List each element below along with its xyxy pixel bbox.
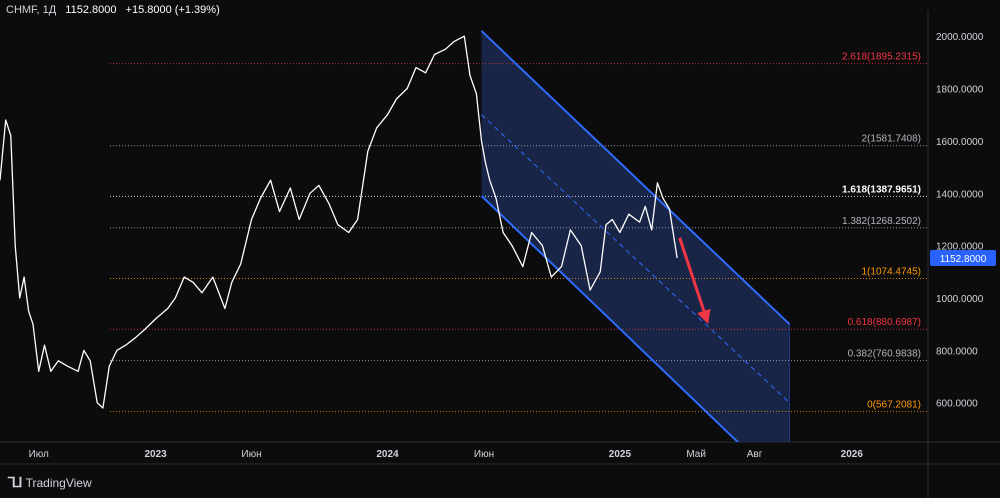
channel-lower-line <box>480 195 740 442</box>
y-tick-label-6: 800.0000 <box>936 346 978 357</box>
x-tick-label-6: Май <box>686 449 706 460</box>
plot-area <box>0 30 928 442</box>
y-tick-label-1: 1800.0000 <box>936 85 984 96</box>
y-tick-label-7: 600.0000 <box>936 399 978 410</box>
fib-label-5: 0.618(880.6987) <box>848 317 921 328</box>
channel-fill <box>481 30 790 442</box>
y-tick-label-0: 2000.0000 <box>936 32 984 43</box>
fib-label-2: 1.618(1387.9651) <box>842 184 921 195</box>
tradingview-logo-icon: ⅂⅃ <box>8 474 23 490</box>
tradingview-name: TradingView <box>25 475 92 490</box>
x-tick-label-4: Июн <box>474 449 494 460</box>
price-change: +15.8000 (+1.39%) <box>125 4 220 16</box>
y-tick-label-3: 1400.0000 <box>936 189 984 200</box>
current-price-label: 1152.8000 <box>940 254 987 265</box>
fib-label-3: 1.382(1268.2502) <box>842 216 921 227</box>
x-tick-label-0: Июл <box>29 449 49 460</box>
y-tick-label-2: 1600.0000 <box>936 137 984 148</box>
forecast-arrow-shaft <box>678 237 706 312</box>
channel-middle-line <box>481 114 790 404</box>
x-tick-label-3: 2024 <box>376 449 399 460</box>
y-tick-label-5: 1000.0000 <box>936 294 984 305</box>
symbol-label[interactable]: CHMF, 1Д <box>6 4 57 16</box>
forecast-arrow-head <box>697 308 711 325</box>
x-tick-label-2: Июн <box>241 449 261 460</box>
fib-label-1: 2(1581.7408) <box>862 134 922 145</box>
y-tick-label-4: 1200.0000 <box>936 242 984 253</box>
symbol-header: CHMF, 1Д 1152.8000 +15.8000 (+1.39%) <box>6 4 220 16</box>
channel-upper-line <box>480 30 791 325</box>
fib-label-4: 1(1074.4745) <box>862 267 922 278</box>
x-tick-label-1: 2023 <box>144 449 167 460</box>
price-series-line <box>0 35 678 409</box>
current-price-badge <box>930 249 996 266</box>
tradingview-brand[interactable]: ⅂⅃ TradingView <box>8 474 92 491</box>
fib-label-7: 0(567.2081) <box>867 399 921 410</box>
x-tick-label-7: Авг <box>747 449 763 460</box>
x-tick-label-8: 2026 <box>841 449 864 460</box>
fib-label-0: 2.618(1895.2315) <box>842 52 921 63</box>
x-tick-label-5: 2025 <box>609 449 632 460</box>
fib-label-6: 0.382(760.9838) <box>848 349 921 360</box>
last-price: 1152.8000 <box>65 4 117 16</box>
